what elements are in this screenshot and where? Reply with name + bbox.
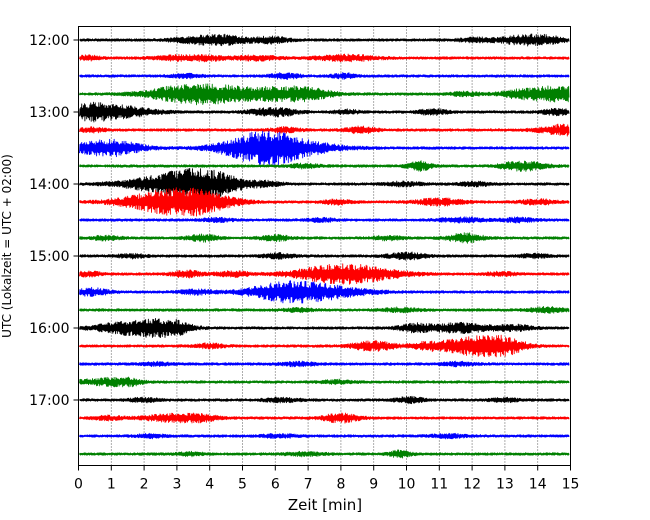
seismic-trace	[79, 432, 570, 440]
seismic-trace	[79, 232, 570, 244]
seismic-trace	[79, 317, 570, 338]
seismic-trace	[79, 412, 570, 424]
x-tick-label: 7	[304, 477, 313, 493]
x-tick-label: 1	[107, 477, 116, 493]
y-axis-label: UTC (Lokalzeit = UTC + 02:00)	[0, 154, 14, 338]
x-tick-label: 10	[398, 477, 416, 493]
seismic-trace	[79, 360, 570, 368]
seismic-trace	[79, 280, 570, 304]
x-tick-label: 3	[172, 477, 181, 493]
seismic-trace	[79, 101, 570, 123]
seismic-trace	[79, 123, 570, 137]
trace-group	[79, 33, 570, 459]
seismic-trace	[79, 376, 570, 388]
y-tick-label: 15:00	[29, 249, 69, 265]
x-axis-label: Zeit [min]	[288, 496, 362, 514]
seismic-trace	[79, 334, 570, 358]
x-tick-label: 2	[140, 477, 149, 493]
x-tick-label: 6	[271, 477, 280, 493]
y-tick-label: 14:00	[29, 177, 69, 193]
y-tick-label: 12:00	[29, 33, 69, 49]
x-tick-label: 14	[529, 477, 547, 493]
seismic-trace	[79, 449, 570, 459]
seismic-trace	[79, 251, 570, 261]
seismic-trace	[79, 130, 570, 167]
y-axis: 12:00 13:00 14:00 15:00 16:00 17:00	[29, 33, 79, 409]
y-tick-label: 16:00	[29, 321, 69, 337]
y-tick-label: 13:00	[29, 105, 69, 121]
seismic-trace	[79, 395, 570, 405]
vertical-grid	[110, 26, 539, 466]
seismic-trace	[79, 216, 570, 224]
x-tick-label: 13	[496, 477, 514, 493]
x-tick-label: 0	[74, 477, 83, 493]
seismic-trace	[79, 263, 570, 285]
x-tick-label: 5	[238, 477, 247, 493]
x-tick-label: 12	[463, 477, 481, 493]
x-tick-label: 9	[369, 477, 378, 493]
x-tick-label: 11	[430, 477, 448, 493]
seismic-trace	[79, 53, 570, 63]
seismic-trace	[79, 72, 570, 80]
seismic-trace	[79, 167, 570, 201]
x-axis: 0 1 2 3 4 5 6 7 8 9 10 11 12 13 14 15	[74, 465, 580, 493]
seismic-trace	[79, 306, 570, 314]
seismic-trace	[79, 160, 570, 172]
x-tick-label: 8	[336, 477, 345, 493]
plot-frame	[78, 26, 571, 466]
x-tick-label: 15	[562, 477, 580, 493]
seismic-trace	[79, 83, 570, 106]
seismic-trace	[79, 33, 570, 47]
y-tick-label: 17:00	[29, 393, 69, 409]
x-tick-label: 4	[205, 477, 214, 493]
seismic-trace	[79, 187, 570, 217]
